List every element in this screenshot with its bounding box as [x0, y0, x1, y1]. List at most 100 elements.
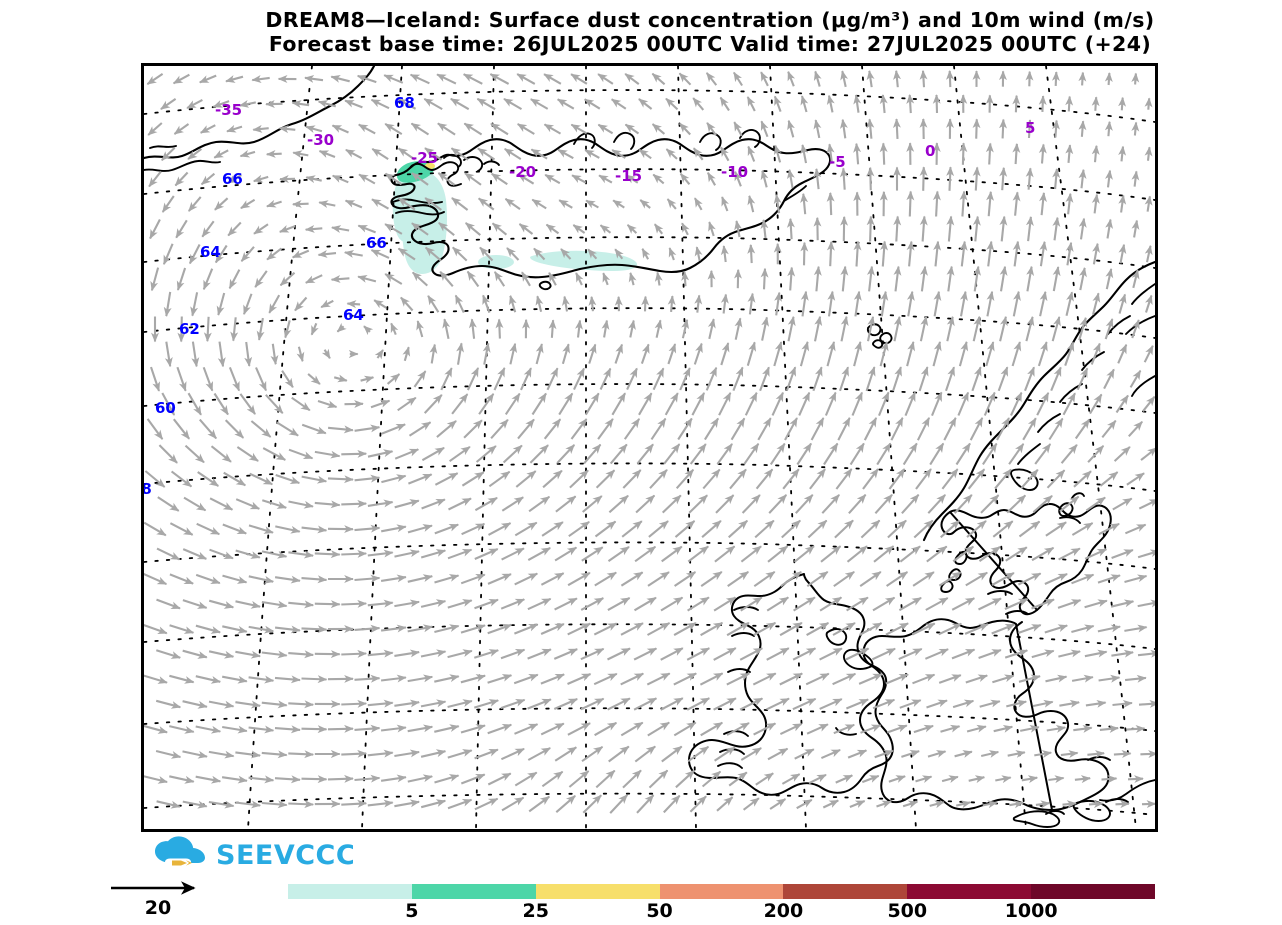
wind-arrow	[901, 493, 920, 515]
wind-arrow	[474, 548, 499, 560]
wind-arrow	[354, 424, 381, 433]
wind-arrow	[1022, 417, 1037, 441]
wind-arrow	[447, 599, 473, 609]
wind-arrow	[620, 721, 644, 737]
wind-arrow	[1138, 699, 1155, 708]
colorbar-segment-5	[907, 884, 1032, 899]
wind-arrow	[1025, 167, 1034, 190]
wind-arrow	[730, 417, 746, 441]
lat-label-64: 64	[343, 306, 364, 324]
wind-arrow	[208, 650, 235, 659]
wind-arrow	[806, 570, 829, 588]
wind-arrow	[434, 724, 460, 733]
wind-arrow	[886, 724, 908, 734]
wind-arrow	[268, 294, 281, 314]
wind-arrow	[1115, 394, 1129, 414]
wind-arrow	[222, 523, 247, 535]
dust-colorbar-labels: 5 25 50 200 500 1000	[288, 900, 1155, 924]
wind-arrow	[608, 494, 629, 514]
wind-arrow	[463, 419, 483, 439]
wind-arrow	[1021, 775, 1039, 784]
wind-arrow	[501, 547, 525, 561]
wind-arrow	[873, 545, 895, 563]
wind-arrow	[314, 450, 341, 459]
wind-arrow	[144, 521, 167, 537]
coast-iceland-fjord	[395, 210, 445, 216]
wind-arrow	[276, 421, 299, 437]
wind-arrow	[1051, 316, 1061, 342]
wind-arrow	[755, 772, 774, 786]
wind-arrow	[1037, 341, 1048, 367]
wind-arrow	[150, 267, 160, 292]
wind-arrow	[999, 166, 1008, 191]
wind-arrow	[491, 222, 508, 236]
wind-arrow	[1118, 194, 1127, 213]
wind-arrow	[728, 771, 748, 787]
wind-arrow	[222, 675, 248, 684]
wind-arrow	[567, 571, 591, 587]
wind-arrow	[274, 775, 301, 784]
wind-arrow	[986, 290, 995, 317]
wind-arrow	[849, 800, 866, 809]
wind-arrow	[673, 721, 697, 737]
wind-arrow	[661, 545, 683, 563]
wind-arrow	[461, 471, 485, 487]
wind-arrow	[720, 293, 729, 314]
wind-arrow	[341, 449, 368, 458]
wind-arrow	[995, 775, 1012, 784]
wind-arrow	[358, 173, 376, 185]
wind-arrow	[394, 799, 420, 808]
coast-greenland	[144, 66, 376, 160]
coast-scotland-firth-2	[1005, 610, 1029, 615]
wind-arrow	[150, 366, 160, 392]
wind-arrow	[239, 149, 256, 158]
wind-arrow	[583, 98, 601, 110]
wind-arrow	[955, 800, 972, 809]
wind-arrow	[660, 596, 684, 612]
wind-arrow	[1045, 521, 1067, 537]
wind-arrow	[1065, 291, 1074, 317]
wind-arrow	[144, 572, 168, 586]
colorbar-label-5: 5	[405, 900, 419, 922]
wind-arrow	[553, 648, 578, 660]
wind-arrow	[1018, 674, 1041, 683]
wind-arrow	[598, 174, 613, 184]
wind-arrow	[973, 265, 981, 292]
wind-arrow	[1084, 548, 1108, 560]
wind-arrow	[880, 240, 889, 267]
wind-arrow	[367, 499, 394, 508]
wind-arrow	[266, 199, 282, 208]
wind-arrow	[386, 373, 401, 385]
wind-arrow	[609, 794, 629, 814]
wind-arrow	[1111, 649, 1134, 658]
wind-arrow	[1113, 750, 1132, 759]
coast-scotland-n	[1059, 516, 1081, 524]
wind-arrow	[164, 341, 173, 368]
wind-arrow	[972, 166, 981, 191]
wind-arrow	[660, 697, 684, 711]
wind-arrow	[527, 698, 552, 710]
wind-arrow	[779, 621, 803, 637]
wind-arrow	[966, 520, 987, 538]
wind-arrow	[163, 291, 172, 317]
wind-arrow	[466, 367, 480, 391]
wind-arrow	[146, 73, 164, 85]
wind-arrow	[597, 73, 614, 85]
wind-arrow	[1035, 800, 1051, 809]
wind-arrow	[421, 498, 446, 510]
wind-arrow	[490, 418, 509, 440]
wind-arrow	[1128, 420, 1143, 438]
wind-arrow	[623, 418, 641, 440]
wind-key-label: 20	[144, 897, 172, 919]
wind-arrow	[972, 118, 981, 139]
wind-arrow	[955, 442, 971, 466]
wind-arrow	[420, 749, 447, 758]
wind-arrow	[753, 722, 777, 736]
wind-arrow	[384, 123, 403, 135]
wind-arrow	[1062, 392, 1076, 416]
wind-arrow	[997, 366, 1009, 392]
wind-arrow	[1065, 95, 1074, 112]
wind-arrow	[688, 494, 708, 514]
wind-arrow	[555, 495, 577, 513]
wind-arrow	[581, 546, 604, 562]
